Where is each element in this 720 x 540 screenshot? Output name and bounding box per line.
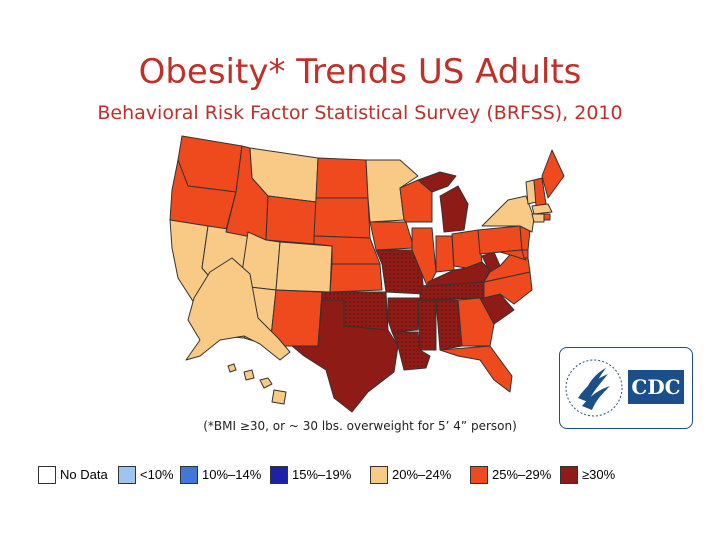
- legend-label: <10%: [140, 467, 174, 482]
- state-kentucky: [427, 261, 491, 287]
- legend-label: 10%–14%: [202, 467, 262, 482]
- state-ohio: [451, 229, 483, 269]
- cdc-wordmark: CDC: [628, 370, 684, 404]
- legend-swatch: [38, 466, 56, 484]
- state-arkansas: [387, 297, 421, 333]
- legend-label: 25%–29%: [492, 467, 552, 482]
- state-texas: [291, 299, 399, 413]
- page-subtitle: Behavioral Risk Factor Statistical Surve…: [97, 102, 623, 124]
- state-kansas: [329, 263, 383, 293]
- legend-swatch: [370, 466, 388, 484]
- state-rhode-island: [543, 213, 551, 221]
- state-massachusetts: [531, 203, 553, 215]
- state-delaware: [521, 249, 529, 259]
- state-new-york: [481, 195, 535, 233]
- bmi-footnote: (*BMI ≥30, or ~ 30 lbs. overweight for 5…: [203, 419, 517, 433]
- legend-swatch: [180, 466, 198, 484]
- state-hawaii-2: [243, 369, 255, 381]
- state-georgia: [457, 297, 495, 347]
- legend-label: 15%–19%: [292, 467, 352, 482]
- legend-label: ≥30%: [582, 467, 616, 482]
- legend-label: 20%–24%: [392, 467, 452, 482]
- state-maine: [541, 149, 565, 199]
- state-florida: [439, 345, 513, 393]
- state-iowa: [369, 221, 415, 251]
- state-hawaii-4: [271, 389, 287, 405]
- legend-swatch: [470, 466, 488, 484]
- state-michigan-upper: [417, 171, 457, 193]
- state-alaska: [185, 257, 291, 361]
- state-indiana: [435, 235, 455, 273]
- state-louisiana: [391, 331, 431, 371]
- state-wyoming: [265, 195, 317, 245]
- state-south-dakota: [313, 197, 371, 239]
- state-pennsylvania: [477, 225, 523, 255]
- state-michigan: [439, 185, 469, 233]
- state-colorado: [275, 241, 333, 293]
- state-hawaii-3: [259, 377, 273, 389]
- legend-label: No Data: [60, 467, 108, 482]
- state-mississippi: [417, 299, 437, 351]
- state-north-dakota: [315, 157, 369, 199]
- hhs-eagle-seal-icon: [565, 359, 623, 417]
- cdc-logo: CDC: [559, 347, 693, 429]
- state-maryland: [499, 249, 527, 261]
- state-connecticut: [531, 213, 545, 223]
- legend-swatch: [270, 466, 288, 484]
- page-title: Obesity* Trends US Adults: [138, 52, 582, 92]
- state-alabama: [435, 299, 463, 351]
- state-hawaii-1: [227, 363, 237, 373]
- legend-swatch: [560, 466, 578, 484]
- legend-swatch: [118, 466, 136, 484]
